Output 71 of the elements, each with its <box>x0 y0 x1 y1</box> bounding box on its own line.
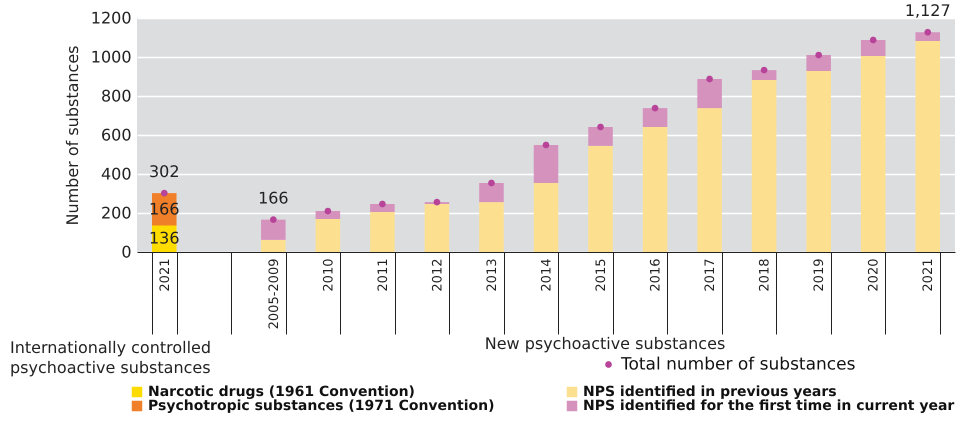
point <box>706 76 713 82</box>
x-tick-label: 2017 <box>703 258 718 292</box>
legend-label: NPS identified in previous years <box>583 384 837 400</box>
x-tick-label: 2011 <box>376 258 391 292</box>
point <box>597 124 604 130</box>
bar <box>261 220 286 240</box>
bar <box>806 71 831 252</box>
point <box>270 216 277 223</box>
y-axis-title: Number of substances <box>62 45 82 226</box>
point <box>160 190 168 196</box>
point <box>924 28 932 36</box>
point <box>488 180 495 186</box>
bar <box>697 108 722 252</box>
y-tick-label: 1200 <box>90 8 132 28</box>
bar <box>915 32 940 42</box>
y-tick-label: 800 <box>100 86 132 106</box>
x-tick-label: 2012 <box>430 258 446 292</box>
bar <box>316 211 340 220</box>
y-tick-label: 1000 <box>90 48 132 66</box>
y-tick-label: 0 <box>121 242 132 262</box>
x-tick-label: 2014 <box>540 258 554 292</box>
bar <box>642 127 668 252</box>
bar <box>697 79 722 108</box>
x-tick-label: 2010 <box>321 258 336 292</box>
point <box>870 36 877 44</box>
bar <box>806 55 831 72</box>
legend-label: NPS identified for the first time in current year <box>583 398 954 414</box>
bar <box>370 212 395 252</box>
legend-label: Psychotropic substances (1971 Convention) <box>148 398 494 414</box>
data-label: 166 <box>258 188 289 208</box>
bar <box>915 41 940 252</box>
point <box>542 142 550 148</box>
legend-label: Total number of substances <box>620 354 856 374</box>
bar <box>752 70 776 80</box>
point <box>379 200 386 208</box>
point <box>815 52 822 58</box>
x-tick-label: 2018 <box>758 258 773 292</box>
data-label: 302 <box>148 162 180 182</box>
bar <box>424 204 450 252</box>
x-tick-label: 2021 <box>158 258 173 292</box>
bar <box>752 80 776 252</box>
bar <box>534 182 558 252</box>
bar <box>860 40 886 56</box>
point <box>324 208 332 214</box>
y-tick-label: 600 <box>100 126 132 144</box>
x-tick-label: 2013 <box>484 258 500 292</box>
bar <box>860 56 886 252</box>
text: Internationally controlled psychoactive substances <box>10 338 212 377</box>
bar <box>642 108 668 128</box>
data-label: 1,127 <box>904 1 951 20</box>
text: New psychoactive substances <box>484 334 726 353</box>
x-tick-label: 2005-2009 <box>266 258 282 330</box>
y-tick-label: 400 <box>100 164 132 184</box>
x-tick-label: 2015 <box>594 258 610 292</box>
bar <box>479 182 504 202</box>
bar <box>316 219 340 252</box>
point <box>434 198 440 206</box>
bar <box>261 240 286 252</box>
y-tick-label: 200 <box>100 204 132 222</box>
bar <box>534 144 558 183</box>
x-tick-label: 2019 <box>812 258 828 292</box>
x-tick-label: 2016 <box>648 258 664 292</box>
bar <box>588 127 613 146</box>
bar <box>479 202 504 252</box>
legend-label: Narcotic drugs (1961 Convention) <box>148 384 415 400</box>
x-tick-label: 2021 <box>921 258 936 292</box>
x-tick-label: 2020 <box>866 258 882 292</box>
point <box>652 104 658 112</box>
point <box>760 66 768 74</box>
bar <box>370 204 395 212</box>
bar <box>588 146 613 252</box>
